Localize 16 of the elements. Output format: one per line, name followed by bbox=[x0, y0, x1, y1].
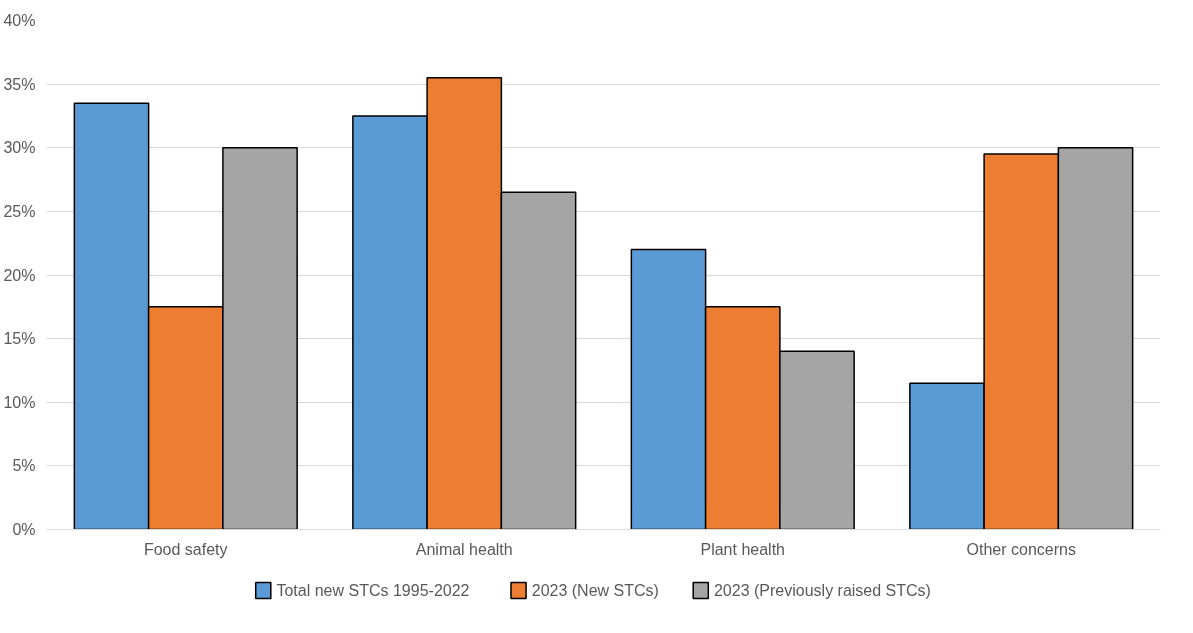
y-tick-label: 15% bbox=[3, 330, 36, 348]
y-tick-label: 25% bbox=[3, 202, 36, 220]
y-tick-label: 30% bbox=[3, 139, 36, 157]
legend-label: 2023 (Previously raised STCs) bbox=[713, 582, 931, 599]
x-tick-label: Food safety bbox=[143, 540, 228, 558]
y-tick-label: 35% bbox=[3, 75, 36, 93]
x-tick-label: Animal health bbox=[415, 540, 513, 558]
y-tick-label: 20% bbox=[3, 266, 36, 284]
x-tick-label: Other concerns bbox=[966, 540, 1076, 558]
x-tick-label: Plant health bbox=[700, 540, 786, 558]
y-tick-label: 10% bbox=[3, 393, 36, 411]
y-tick-label: 40% bbox=[3, 12, 36, 29]
legend-label: Total new STCs 1995-2022 bbox=[276, 582, 470, 599]
legend-label: 2023 (New STCs) bbox=[531, 582, 659, 599]
y-tick-label: 5% bbox=[12, 457, 36, 475]
y-tick-label: 0% bbox=[12, 521, 36, 538]
